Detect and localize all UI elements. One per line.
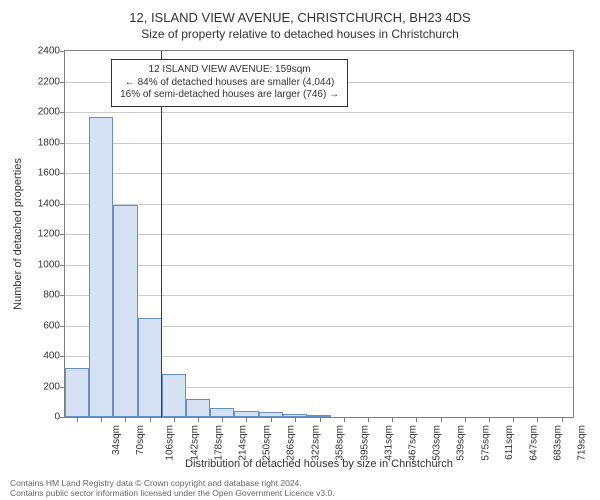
y-tick-mark — [60, 356, 65, 357]
y-tick-label: 1000 — [26, 259, 60, 270]
y-tick-label: 2400 — [26, 46, 60, 57]
y-tick-label: 2200 — [26, 76, 60, 87]
x-tick-mark — [198, 417, 199, 422]
x-tick-label: 611sqm — [504, 425, 515, 460]
grid-line — [65, 234, 573, 235]
y-tick-mark — [60, 143, 65, 144]
y-tick-label: 800 — [26, 290, 60, 301]
y-tick-mark — [60, 326, 65, 327]
y-tick-label: 1200 — [26, 229, 60, 240]
y-tick-mark — [60, 295, 65, 296]
x-tick-mark — [222, 417, 223, 422]
y-tick-mark — [60, 112, 65, 113]
y-tick-label: 1400 — [26, 198, 60, 209]
x-tick-mark — [416, 417, 417, 422]
x-tick-label: 358sqm — [334, 425, 345, 461]
x-tick-label: 719sqm — [577, 425, 588, 461]
grid-line — [65, 295, 573, 296]
y-tick-mark — [60, 82, 65, 83]
x-tick-mark — [537, 417, 538, 422]
footer-line-2: Contains public sector information licen… — [10, 488, 335, 498]
y-tick-label: 0 — [26, 412, 60, 423]
y-tick-mark — [60, 173, 65, 174]
annotation-line: ← 84% of detached houses are smaller (4,… — [120, 77, 339, 90]
y-tick-mark — [60, 204, 65, 205]
x-tick-mark — [174, 417, 175, 422]
x-tick-label: 142sqm — [189, 425, 200, 461]
x-tick-mark — [320, 417, 321, 422]
x-tick-label: 431sqm — [383, 425, 394, 461]
x-tick-mark — [271, 417, 272, 422]
chart-title-2: Size of property relative to detached ho… — [0, 27, 600, 41]
title-block: 12, ISLAND VIEW AVENUE, CHRISTCHURCH, BH… — [0, 0, 600, 41]
x-tick-mark — [441, 417, 442, 422]
histogram-bar — [65, 368, 89, 417]
x-tick-label: 34sqm — [111, 425, 122, 455]
x-tick-mark — [562, 417, 563, 422]
x-tick-label: 647sqm — [529, 425, 540, 461]
x-tick-label: 250sqm — [262, 425, 273, 461]
x-tick-mark — [101, 417, 102, 422]
histogram-bar — [113, 205, 137, 417]
x-tick-mark — [368, 417, 369, 422]
x-tick-label: 503sqm — [432, 425, 443, 461]
x-tick-mark — [246, 417, 247, 422]
grid-line — [65, 173, 573, 174]
x-tick-mark — [489, 417, 490, 422]
x-tick-label: 467sqm — [408, 425, 419, 461]
grid-line — [65, 204, 573, 205]
x-tick-label: 395sqm — [359, 425, 370, 461]
plot-area: 12 ISLAND VIEW AVENUE: 159sqm← 84% of de… — [64, 50, 574, 418]
annotation-line: 16% of semi-detached houses are larger (… — [120, 89, 339, 102]
y-tick-mark — [60, 265, 65, 266]
footer-attribution: Contains HM Land Registry data © Crown c… — [10, 478, 335, 498]
x-tick-mark — [513, 417, 514, 422]
x-tick-label: 178sqm — [213, 425, 224, 461]
x-tick-mark — [392, 417, 393, 422]
histogram-bar — [138, 318, 162, 417]
y-axis-label: Number of detached properties — [12, 158, 24, 310]
x-tick-label: 322sqm — [310, 425, 321, 461]
x-tick-label: 575sqm — [480, 425, 491, 461]
y-tick-label: 1600 — [26, 168, 60, 179]
x-tick-mark — [125, 417, 126, 422]
x-tick-mark — [344, 417, 345, 422]
x-tick-mark — [465, 417, 466, 422]
histogram-bar — [89, 117, 113, 417]
grid-line — [65, 265, 573, 266]
y-tick-label: 200 — [26, 381, 60, 392]
grid-line — [65, 143, 573, 144]
y-tick-label: 400 — [26, 351, 60, 362]
annotation-line: 12 ISLAND VIEW AVENUE: 159sqm — [120, 64, 339, 77]
histogram-bar — [186, 399, 210, 417]
chart-container: 12, ISLAND VIEW AVENUE, CHRISTCHURCH, BH… — [0, 0, 600, 500]
x-tick-label: 214sqm — [238, 425, 249, 461]
x-tick-mark — [150, 417, 151, 422]
footer-line-1: Contains HM Land Registry data © Crown c… — [10, 478, 335, 488]
grid-line — [65, 112, 573, 113]
x-tick-label: 539sqm — [456, 425, 467, 461]
y-tick-mark — [60, 51, 65, 52]
histogram-bar — [162, 374, 186, 417]
y-tick-label: 1800 — [26, 137, 60, 148]
y-tick-mark — [60, 417, 65, 418]
annotation-box: 12 ISLAND VIEW AVENUE: 159sqm← 84% of de… — [111, 59, 348, 107]
x-tick-label: 286sqm — [286, 425, 297, 461]
x-tick-label: 70sqm — [135, 425, 146, 455]
histogram-bar — [210, 408, 234, 417]
x-tick-mark — [295, 417, 296, 422]
chart-title-1: 12, ISLAND VIEW AVENUE, CHRISTCHURCH, BH… — [0, 10, 600, 25]
y-tick-label: 600 — [26, 320, 60, 331]
y-tick-label: 2000 — [26, 107, 60, 118]
x-tick-label: 683sqm — [553, 425, 564, 461]
x-tick-mark — [77, 417, 78, 422]
y-tick-mark — [60, 234, 65, 235]
x-tick-label: 106sqm — [165, 425, 176, 461]
